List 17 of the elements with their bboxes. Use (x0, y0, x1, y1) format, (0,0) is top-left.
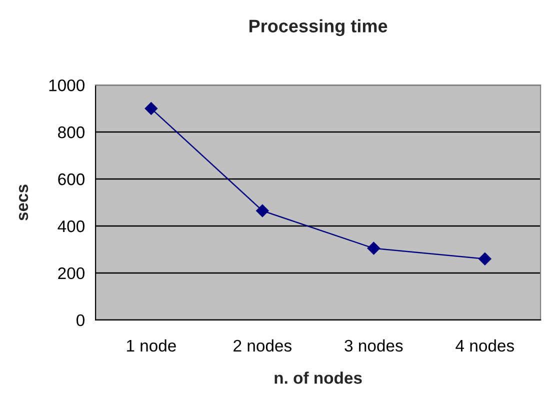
point (367, 242, 380, 255)
y-tick-label: 400 (58, 220, 84, 232)
y-tick-label: 800 (58, 126, 84, 138)
y-tick-label: 200 (58, 267, 84, 280)
x-tick-label: 4 nodes (456, 339, 514, 352)
x-tick-label: 1 node (126, 339, 176, 352)
point (144, 102, 158, 115)
y-axis-title: secs (18, 184, 28, 220)
y-tick-label: 0 (76, 314, 84, 326)
y-tick-label: 600 (58, 173, 84, 186)
point (256, 204, 269, 218)
x-tick-label: 3 nodes (344, 339, 403, 352)
x-tick-label: 2 nodes (234, 339, 292, 352)
chart-title: Processing time (250, 19, 388, 36)
x-axis-title: n. of nodes (274, 372, 362, 384)
point (478, 252, 492, 266)
y-tick-label: 1000 (49, 79, 84, 92)
